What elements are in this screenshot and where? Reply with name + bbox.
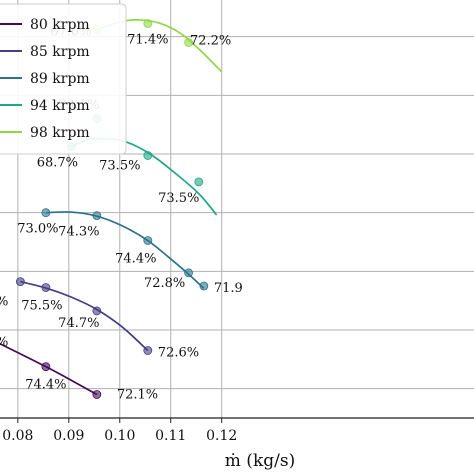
- point-label-2-3: 72.8%: [144, 276, 185, 291]
- legend-label-1: 85 krpm: [30, 44, 90, 60]
- x-tick-label-0: 0.08: [2, 428, 33, 444]
- point-3-3: [194, 177, 204, 187]
- x-tick-label-1: 0.09: [53, 428, 84, 444]
- x-tick-labels: 0.08 0.09 0.10 0.11 0.12: [2, 428, 237, 444]
- x-tick-label-4: 0.12: [206, 428, 237, 444]
- x-tick-label-2: 0.10: [104, 428, 135, 444]
- axes: [0, 417, 474, 423]
- point-3-2: [143, 151, 153, 160]
- point-label-2-4: 71.9: [214, 281, 243, 296]
- legend-box: [0, 3, 127, 155]
- point-label-2-0: 73.0%: [17, 222, 58, 237]
- point-label-1-1: 75.5%: [21, 298, 62, 313]
- point-label-4-2: 72.2%: [190, 34, 231, 49]
- point-label-1-0: 74.3%: [0, 295, 8, 310]
- point-2-3: [184, 268, 193, 278]
- point-label-2-1: 74.3%: [58, 225, 99, 240]
- point-2-4: [199, 281, 209, 291]
- point-0-1: [92, 390, 102, 399]
- x-tick-label-3: 0.11: [155, 428, 186, 444]
- point-2-1: [92, 211, 102, 221]
- point-1-1: [41, 283, 51, 292]
- point-label-clipped: %: [0, 335, 8, 350]
- x-axis-label: ṁ (kg/s): [225, 451, 295, 471]
- point-label-1-3: 72.6%: [158, 346, 199, 361]
- point-label-3-3: 73.5%: [158, 191, 199, 206]
- point-2-0: [41, 208, 51, 218]
- point-label-3-0: 68.7%: [37, 156, 78, 171]
- point-0-0: [41, 362, 51, 372]
- point-4-1: [143, 19, 153, 28]
- point-label-2-2: 74.4%: [115, 252, 156, 267]
- point-2-2: [143, 236, 153, 245]
- legend-label-4: 98 krpm: [30, 125, 90, 141]
- point-label-3-2: 73.5%: [99, 158, 140, 173]
- point-1-2: [92, 306, 102, 316]
- legend-label-0: 80 krpm: [30, 17, 90, 33]
- data-points: [15, 19, 209, 399]
- point-4-2: [184, 38, 193, 47]
- legend: 80 krpm 85 krpm 89 krpm 94 krpm 98 krpm: [0, 3, 127, 155]
- point-1-0: [15, 277, 25, 287]
- point-label-0-1: 72.1%: [117, 388, 158, 403]
- point-1-3: [143, 346, 153, 355]
- legend-label-3: 94 krpm: [30, 98, 90, 114]
- point-label-1-2: 74.7%: [58, 316, 99, 331]
- point-label-0-0: 74.4%: [25, 378, 66, 393]
- point-label-4-1: 71.4%: [127, 32, 168, 47]
- legend-label-2: 89 krpm: [30, 71, 90, 87]
